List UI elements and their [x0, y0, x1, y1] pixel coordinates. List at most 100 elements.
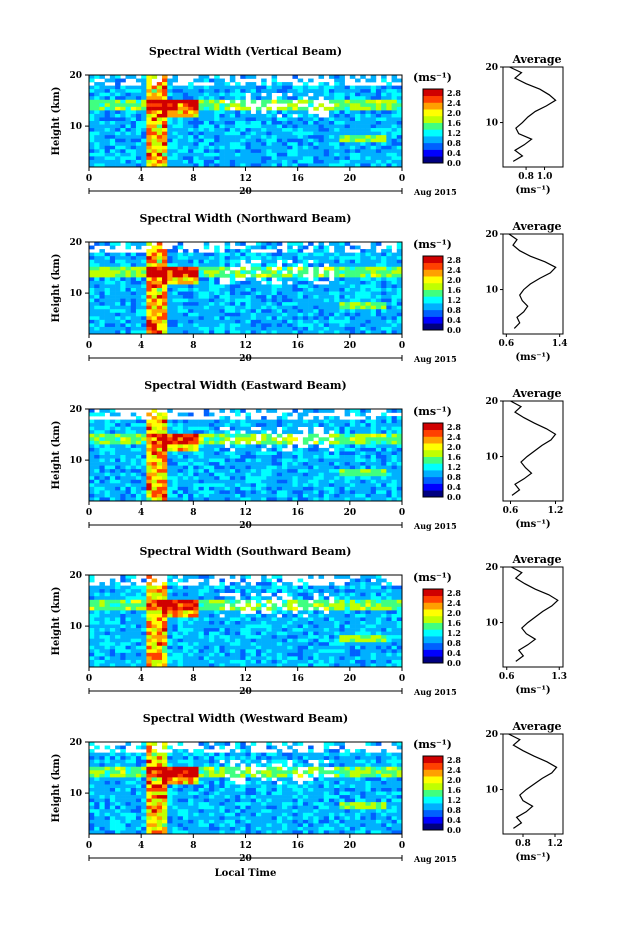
- heatmap-cell: [152, 142, 158, 146]
- heatmap-cell: [120, 103, 126, 107]
- heatmap-cell: [193, 281, 199, 285]
- heatmap-cell: [235, 320, 241, 324]
- heatmap-cell: [266, 596, 272, 600]
- heatmap-cell: [292, 589, 298, 593]
- heatmap-cell: [292, 490, 298, 494]
- heatmap-cell: [183, 139, 189, 143]
- heatmap-cell: [240, 89, 246, 93]
- heatmap-cell: [157, 596, 163, 600]
- heatmap-cell: [110, 299, 116, 303]
- heatmap-cell: [392, 86, 398, 90]
- heatmap-cell: [240, 476, 246, 480]
- heatmap-cell: [115, 582, 121, 586]
- heatmap-cell: [126, 600, 132, 604]
- heatmap-cell: [183, 142, 189, 146]
- heatmap-cell: [386, 603, 392, 607]
- heatmap-cell: [115, 263, 121, 267]
- heatmap-cell: [365, 117, 371, 121]
- heatmap-cell: [157, 494, 163, 498]
- heatmap-cell: [235, 256, 241, 260]
- heatmap-cell: [261, 603, 267, 607]
- heatmap-cell: [282, 139, 288, 143]
- heatmap-cell: [178, 469, 184, 473]
- heatmap-cell: [360, 295, 366, 299]
- heatmap-cell: [386, 132, 392, 136]
- colorbar-tick-label: 1.2: [447, 462, 461, 472]
- heatmap-cell: [162, 313, 168, 317]
- heatmap-cell: [178, 260, 184, 264]
- heatmap-cell: [230, 455, 236, 459]
- heatmap-cell: [99, 149, 105, 153]
- heatmap-cell: [209, 125, 215, 129]
- heatmap-cell: [319, 469, 325, 473]
- heatmap-cell: [251, 121, 257, 125]
- heatmap-cell: [214, 132, 220, 136]
- heatmap-cell: [131, 586, 137, 590]
- heatmap-cell: [193, 142, 199, 146]
- heatmap-cell: [162, 270, 168, 274]
- heatmap-cell: [251, 607, 257, 611]
- heatmap-cell: [376, 263, 382, 267]
- heatmap-cell: [141, 100, 147, 104]
- heatmap-cell: [193, 480, 199, 484]
- heatmap-cell: [219, 309, 225, 313]
- heatmap-cell: [272, 437, 278, 441]
- heatmap-cell: [157, 430, 163, 434]
- heatmap-cell: [292, 473, 298, 477]
- heatmap-cell: [329, 494, 335, 498]
- heatmap-cell: [246, 459, 252, 463]
- heatmap-cell: [360, 160, 366, 164]
- heatmap-cell: [246, 284, 252, 288]
- heatmap-cell: [329, 132, 335, 136]
- heatmap-cell: [324, 270, 330, 274]
- heatmap-cell: [303, 610, 309, 614]
- heatmap-cell: [136, 96, 142, 100]
- heatmap-cell: [313, 121, 319, 125]
- heatmap-cell: [261, 306, 267, 310]
- heatmap-cell: [199, 480, 205, 484]
- heatmap-cell: [350, 476, 356, 480]
- heatmap-cell: [230, 302, 236, 306]
- heatmap-cell: [162, 135, 168, 139]
- heatmap-cell: [397, 249, 403, 253]
- heatmap-cell: [272, 427, 278, 431]
- heatmap-cell: [360, 603, 366, 607]
- heatmap-cell: [261, 79, 267, 83]
- heatmap-cell: [162, 139, 168, 143]
- heatmap-cell: [292, 142, 298, 146]
- heatmap-cell: [277, 121, 283, 125]
- heatmap-cell: [126, 149, 132, 153]
- heatmap-cell: [371, 423, 377, 427]
- heatmap-cell: [94, 466, 100, 470]
- x-tick-label: 0: [399, 341, 405, 351]
- heatmap-cell: [392, 427, 398, 431]
- heatmap-cell: [167, 434, 173, 438]
- heatmap-cell: [345, 469, 351, 473]
- heatmap-cell: [126, 267, 132, 271]
- heatmap-cell: [313, 156, 319, 160]
- heatmap-cell: [141, 579, 147, 583]
- heatmap-cell: [355, 483, 361, 487]
- heatmap-cell: [277, 302, 283, 306]
- heatmap-cell: [235, 107, 241, 111]
- heatmap-cell: [225, 434, 231, 438]
- heatmap-cell: [376, 473, 382, 477]
- heatmap-cell: [319, 459, 325, 463]
- heatmap-cell: [183, 437, 189, 441]
- heatmap-cell: [183, 413, 189, 417]
- heatmap-cell: [277, 117, 283, 121]
- heatmap-cell: [329, 288, 335, 292]
- heatmap-cell: [219, 416, 225, 420]
- heatmap-cell: [193, 427, 199, 431]
- heatmap-cell: [199, 451, 205, 455]
- heatmap-cell: [120, 160, 126, 164]
- heatmap-cell: [131, 610, 137, 614]
- heatmap-cell: [219, 596, 225, 600]
- heatmap-cell: [277, 586, 283, 590]
- heatmap-cell: [282, 306, 288, 310]
- heatmap-cell: [334, 146, 340, 150]
- heatmap-cell: [287, 480, 293, 484]
- heatmap-cell: [193, 125, 199, 129]
- heatmap-cell: [115, 260, 121, 264]
- heatmap-cell: [146, 89, 152, 93]
